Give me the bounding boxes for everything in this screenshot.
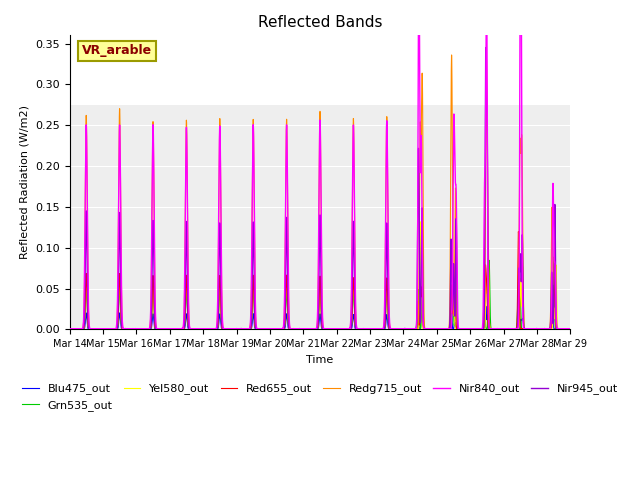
Line: Nir945_out: Nir945_out	[70, 48, 570, 329]
Nir840_out	[540, 326, 547, 332]
Line: Nir840_out: Nir840_out	[70, 0, 570, 329]
Nir945_out	[546, 326, 554, 332]
X-axis label: Time: Time	[307, 355, 333, 365]
Nir945_out	[303, 326, 310, 332]
Blu475_out	[236, 326, 244, 332]
Bar	[70, 105, 570, 329]
Red655_out	[432, 326, 440, 332]
Nir840_out	[66, 326, 74, 332]
Red655_out	[262, 326, 269, 332]
Nir840_out	[446, 326, 454, 332]
Grn535_out	[485, 257, 493, 263]
Line: Redg715_out: Redg715_out	[70, 55, 570, 329]
Grn535_out	[94, 326, 102, 332]
Red655_out	[446, 322, 454, 328]
Nir945_out	[482, 45, 490, 50]
Yel580_out	[446, 322, 454, 327]
Nir945_out	[566, 326, 574, 332]
Redg715_out	[236, 326, 244, 332]
Redg715_out	[546, 326, 554, 332]
Blu475_out	[566, 326, 574, 332]
Red655_out	[540, 326, 547, 332]
Line: Grn535_out: Grn535_out	[70, 260, 570, 329]
Blu475_out	[540, 326, 547, 332]
Red655_out	[66, 326, 74, 332]
Blu475_out	[446, 326, 454, 332]
Legend: Blu475_out, Grn535_out, Yel580_out, Red655_out, Redg715_out, Nir840_out, Nir945_: Blu475_out, Grn535_out, Yel580_out, Red6…	[17, 379, 623, 415]
Blu475_out	[303, 326, 310, 332]
Nir945_out	[432, 326, 440, 332]
Red655_out	[566, 326, 574, 332]
Grn535_out	[303, 326, 310, 332]
Redg715_out	[566, 326, 574, 332]
Redg715_out	[540, 326, 547, 332]
Blu475_out	[546, 326, 554, 332]
Nir945_out	[404, 326, 412, 332]
Nir945_out	[236, 326, 244, 332]
Y-axis label: Reflected Radiation (W/m2): Reflected Radiation (W/m2)	[19, 105, 29, 259]
Yel580_out	[303, 326, 310, 332]
Red655_out	[546, 326, 554, 332]
Red655_out	[515, 229, 522, 235]
Blu475_out	[432, 326, 440, 332]
Redg715_out	[432, 326, 440, 332]
Red655_out	[236, 326, 244, 332]
Grn535_out	[566, 326, 574, 332]
Grn535_out	[236, 326, 244, 332]
Yel580_out	[432, 326, 440, 332]
Nir945_out	[66, 326, 74, 332]
Nir945_out	[446, 317, 454, 323]
Text: VR_arable: VR_arable	[82, 45, 152, 58]
Redg715_out	[303, 326, 310, 332]
Nir840_out	[566, 326, 574, 332]
Blu475_out	[482, 303, 490, 309]
Redg715_out	[446, 291, 454, 297]
Nir840_out	[303, 326, 310, 332]
Red655_out	[303, 326, 310, 332]
Redg715_out	[403, 326, 411, 332]
Nir840_out	[294, 326, 302, 332]
Nir840_out	[236, 326, 244, 332]
Yel580_out	[546, 326, 554, 332]
Blu475_out	[66, 326, 74, 332]
Grn535_out	[540, 326, 547, 332]
Yel580_out	[236, 326, 244, 332]
Redg715_out	[448, 52, 456, 58]
Grn535_out	[446, 326, 454, 332]
Yel580_out	[566, 326, 574, 332]
Nir945_out	[540, 326, 547, 332]
Nir840_out	[546, 326, 554, 332]
Blu475_out	[371, 326, 379, 332]
Nir840_out	[432, 326, 440, 332]
Line: Blu475_out: Blu475_out	[70, 306, 570, 329]
Yel580_out	[66, 326, 74, 332]
Yel580_out	[540, 326, 547, 332]
Redg715_out	[66, 326, 74, 332]
Grn535_out	[546, 326, 554, 332]
Grn535_out	[66, 326, 74, 332]
Yel580_out	[510, 326, 518, 332]
Yel580_out	[417, 219, 424, 225]
Title: Reflected Bands: Reflected Bands	[258, 15, 382, 30]
Grn535_out	[432, 326, 440, 332]
Line: Red655_out: Red655_out	[70, 232, 570, 329]
Line: Yel580_out: Yel580_out	[70, 222, 570, 329]
